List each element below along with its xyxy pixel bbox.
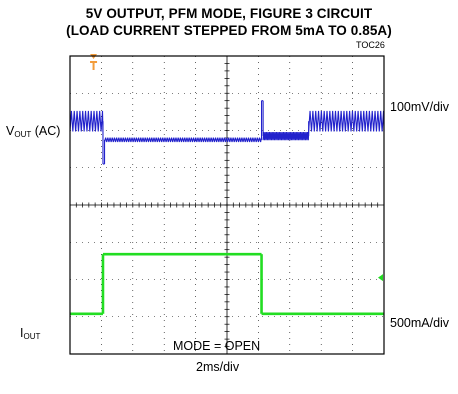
iout-ground-marker	[378, 274, 383, 282]
vout-segment	[104, 137, 263, 143]
vout-segment	[262, 131, 310, 141]
mode-annotation: MODE = OPEN	[173, 339, 261, 353]
chart-title-line-1: 5V OUTPUT, PFM MODE, FIGURE 3 CIRCUIT	[85, 6, 373, 21]
chart-title-line-2: (LOAD CURRENT STEPPED FROM 5mA TO 0.85A)	[66, 23, 392, 38]
plot-frame	[69, 55, 385, 355]
trigger-t-stem	[92, 63, 95, 70]
vout-channel-label: VOUT (AC)	[6, 124, 61, 139]
iout-scale-label: 500mA/div	[390, 316, 450, 330]
time-scale-label: 2ms/div	[196, 360, 240, 374]
figure-code: TOC26	[356, 40, 385, 50]
vout-segment	[69, 110, 104, 132]
trigger-t-bar	[90, 61, 98, 63]
trace-vout	[69, 100, 385, 165]
trace-iout	[70, 252, 384, 316]
iout-channel-label: IOUT	[20, 326, 41, 341]
vout-segment	[308, 110, 385, 132]
plot-grid	[69, 55, 385, 355]
vout-scale-label: 100mV/div	[390, 100, 450, 114]
